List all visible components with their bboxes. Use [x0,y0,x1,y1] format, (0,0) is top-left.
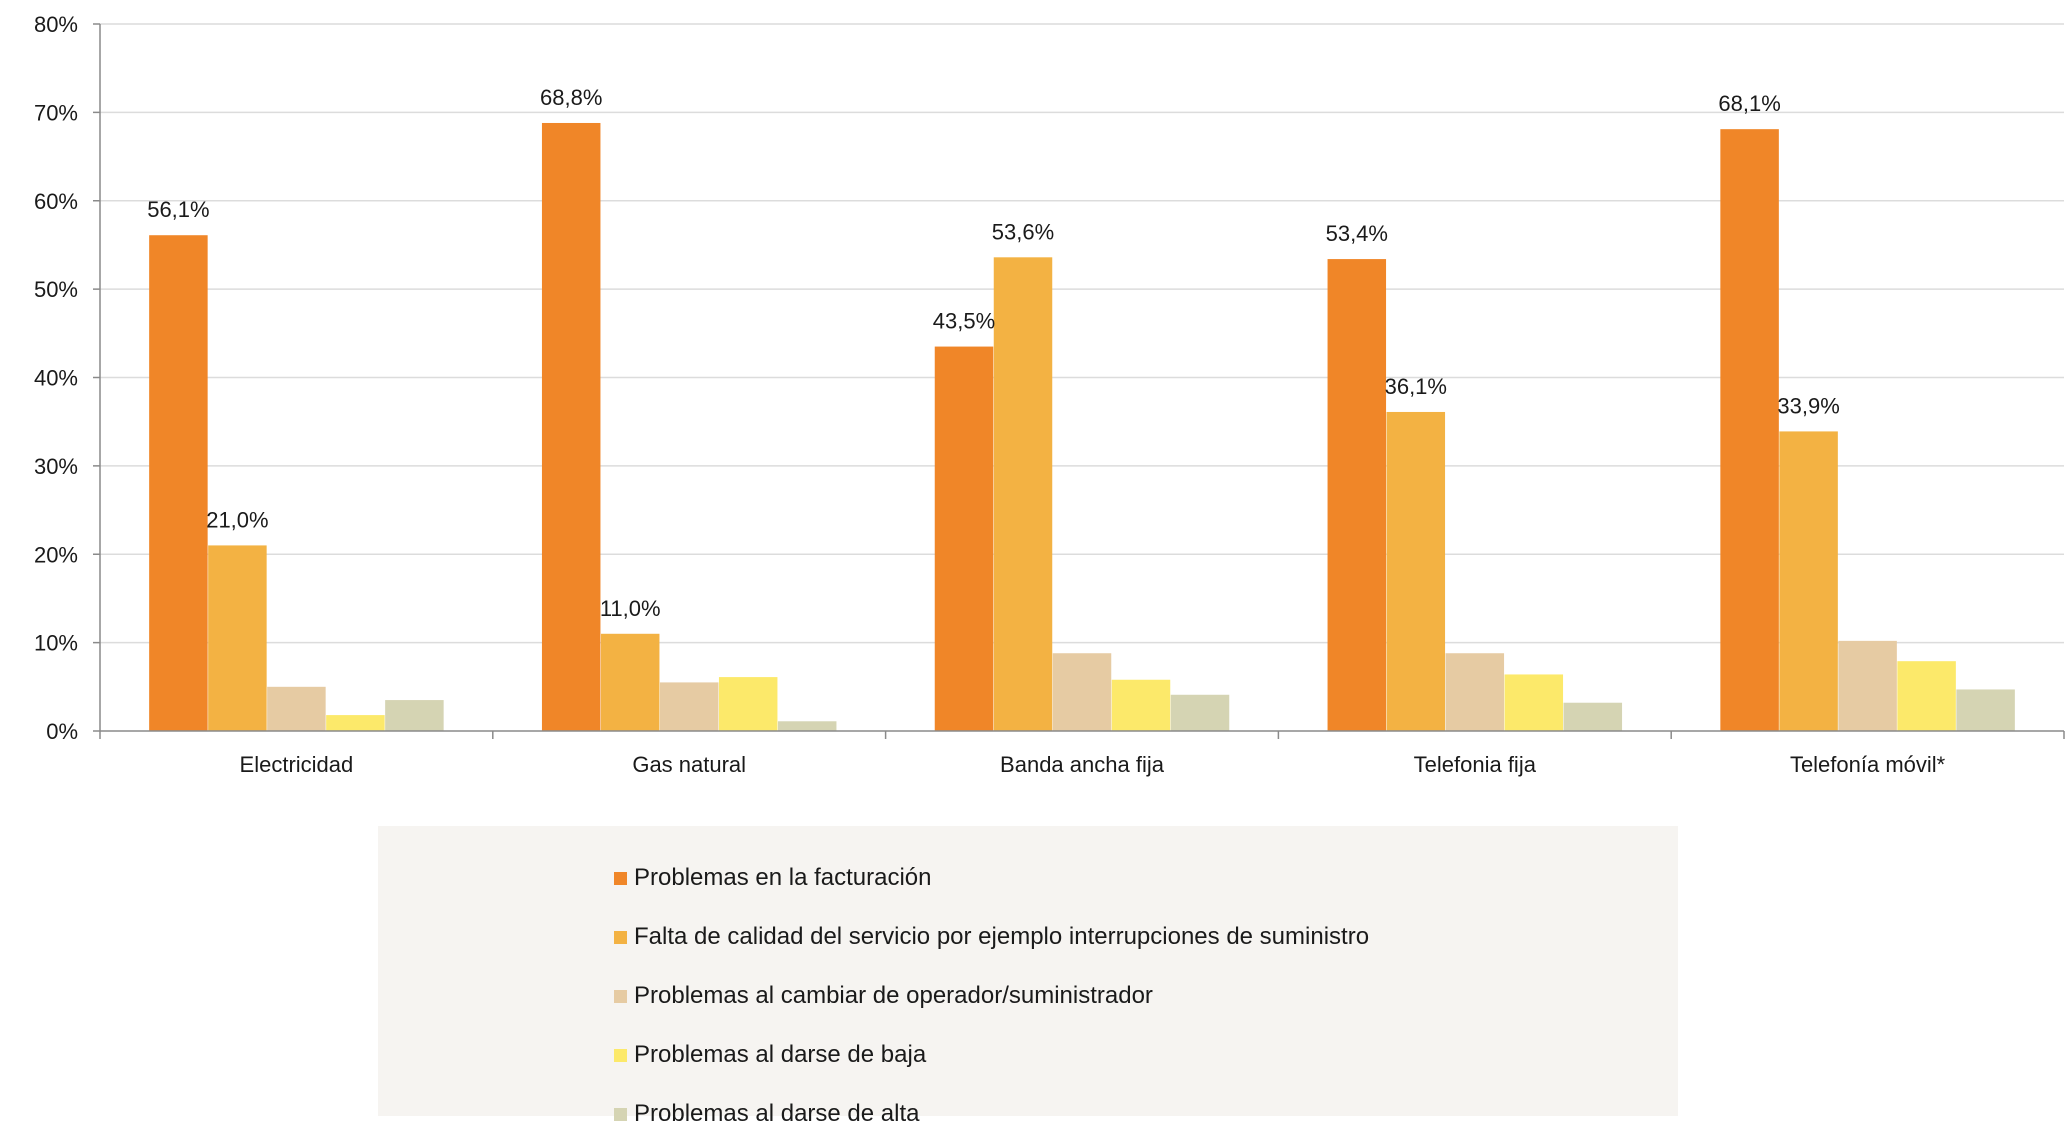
legend: Problemas en la facturación Falta de cal… [378,826,1678,1127]
legend-label: Problemas al cambiar de operador/suminis… [634,982,1153,1009]
bar [1720,129,1779,731]
y-tick-label: 30% [34,454,78,479]
legend-swatch [614,989,627,1003]
bar [385,700,444,731]
x-tick-label: Electricidad [240,752,354,777]
legend-swatch [614,1107,627,1121]
legend-swatch [614,1048,627,1062]
x-tick-label: Telefonia fija [1414,752,1537,777]
bars [149,122,2015,732]
legend-item: Problemas al darse de alta [614,1099,920,1129]
bar [777,721,837,731]
bar [208,545,267,731]
data-label: 68,1% [1718,91,1780,116]
x-axis-ticks: Electricidad Gas natural Banda ancha fija T… [240,752,1946,777]
gridlines [100,23,2064,644]
legend-label: Problemas en la facturación [634,864,932,891]
data-label: 53,6% [992,219,1054,244]
data-label: 21,0% [206,507,268,532]
data-label: 43,5% [933,309,995,334]
legend-swatch [614,930,627,944]
data-label: 53,4% [1326,221,1388,246]
y-tick-label: 60% [34,189,78,214]
bar [1779,431,1838,731]
legend-label: Falta de calidad del servicio por ejempl… [634,923,1370,950]
bar [1445,653,1505,731]
bar [934,346,994,731]
y-tick-label: 80% [34,12,78,37]
bar-chart: 0% 10% 20% 30% 40% 50% 60% 70% 80% Electricidad G… [34,12,2065,777]
legend-item: Problemas al darse de baja [614,1040,926,1070]
bar [993,257,1053,731]
legend-swatch [614,871,627,885]
bar [600,633,660,731]
data-label: 33,9% [1777,393,1839,418]
bar [326,715,385,731]
bar [1563,702,1623,731]
legend-label: Problemas al darse de alta [634,1100,920,1127]
data-label: 11,0% [600,596,661,621]
y-axis-ticks: 0% 10% 20% 30% 40% 50% 60% 70% 80% [34,12,100,744]
bar [1956,689,2015,731]
bar [1052,653,1112,731]
data-label: 56,1% [147,197,209,222]
y-tick-label: 10% [34,631,78,656]
bar [1111,679,1171,731]
bar [1327,259,1387,731]
bar [1504,674,1564,731]
x-tick-label: Gas natural [632,752,746,777]
x-tick-label: Banda ancha fija [1000,752,1165,777]
legend-item: Problemas en la facturación [614,863,932,893]
bar [541,122,601,732]
y-tick-label: 50% [34,277,78,302]
legend-item: Problemas al cambiar de operador/suminis… [614,981,1153,1011]
bar [1897,661,1956,731]
y-tick-label: 70% [34,100,78,125]
bar [1838,640,1897,731]
y-tick-label: 0% [46,719,78,744]
y-tick-label: 40% [34,366,78,391]
legend-item: Falta de calidad del servicio por ejempl… [614,922,1369,952]
bar [149,235,208,731]
y-tick-label: 20% [34,542,78,567]
axes [99,24,2065,739]
x-tick-label: Telefonía móvil* [1790,752,1946,777]
bar [1170,694,1230,731]
bar [1386,411,1446,731]
bar [267,686,326,731]
bar [659,682,719,731]
data-label: 68,8% [540,85,602,110]
data-labels: 56,1% 21,0% 68,8% 11,0% 43,5% 53,6% 53,4% 36,1%… [147,85,1840,621]
legend-label: Problemas al darse de baja [634,1041,927,1068]
data-label: 36,1% [1385,374,1447,399]
bar [718,677,778,731]
